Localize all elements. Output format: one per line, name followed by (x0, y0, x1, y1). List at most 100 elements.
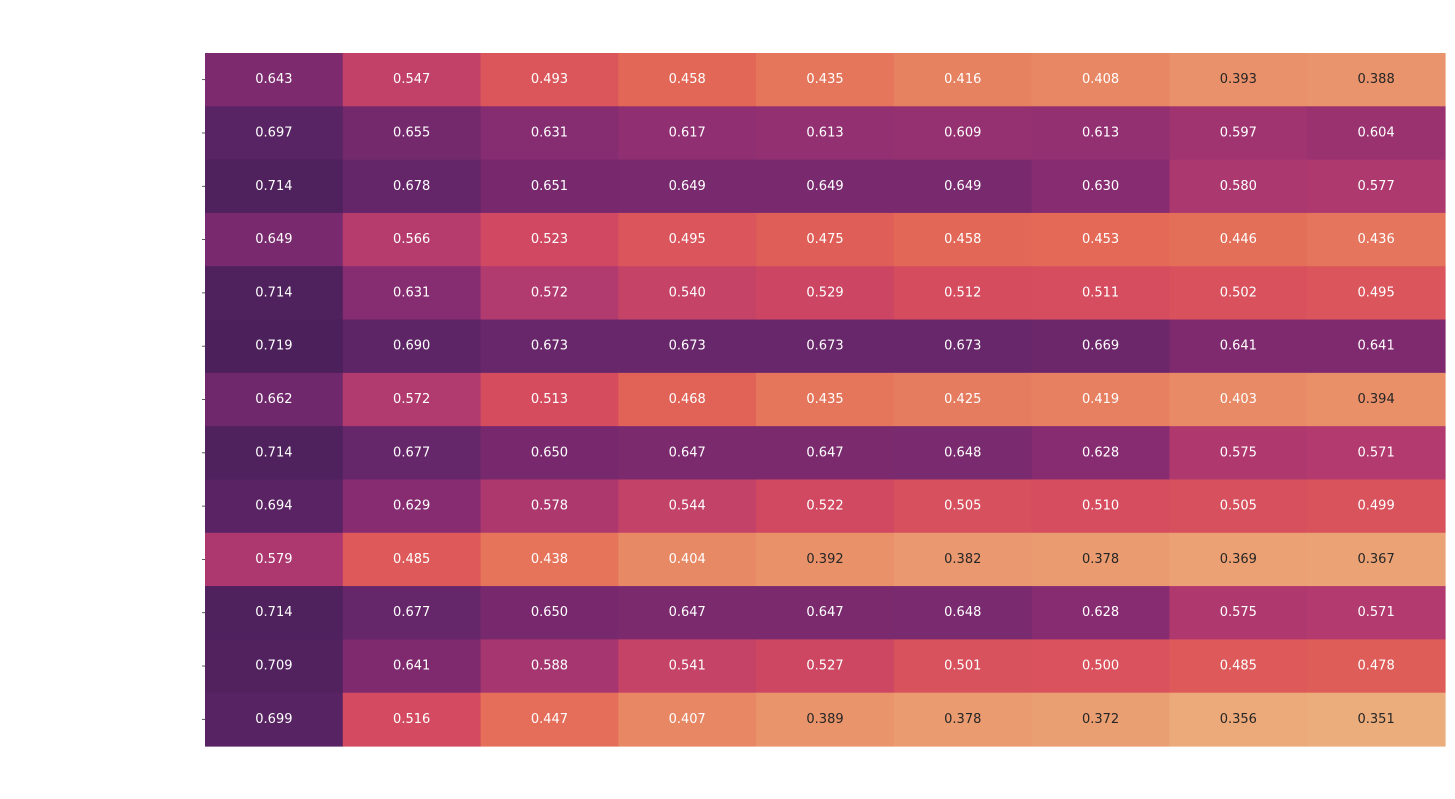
heatmap-cell (1307, 53, 1446, 107)
cell-label: 0.541 (669, 659, 706, 674)
heatmap-cell (342, 692, 482, 747)
heatmap-cell (756, 159, 895, 214)
heatmap-cell (1031, 639, 1171, 694)
cell-label: 0.650 (531, 605, 568, 620)
cell-label: 0.649 (255, 232, 292, 247)
cell-label: 0.647 (806, 605, 843, 620)
cell-label: 0.416 (944, 72, 981, 87)
heatmap-cell (342, 159, 482, 214)
cell-label: 0.511 (1082, 285, 1119, 300)
cell-label: 0.673 (531, 339, 568, 354)
cell-label: 0.677 (393, 605, 430, 620)
heatmap-cell (756, 639, 895, 694)
cell-label: 0.699 (255, 712, 292, 727)
cell-label: 0.544 (669, 499, 706, 514)
cell-label: 0.641 (393, 659, 430, 674)
cell-label: 0.650 (531, 445, 568, 460)
heatmap-cell (756, 532, 895, 587)
heatmap-cell (1307, 426, 1446, 481)
heatmap-cell (756, 319, 895, 374)
heatmap-cell (205, 639, 344, 694)
cell-label: 0.453 (1082, 232, 1119, 247)
heatmap-cell (1031, 53, 1171, 107)
heatmap-cell (205, 212, 344, 267)
heatmap-cell (1031, 692, 1171, 747)
heatmap-cell (1169, 106, 1308, 161)
heatmap-cell (756, 692, 895, 747)
heatmap-cell (1307, 266, 1446, 321)
heatmap-cell (893, 479, 1033, 534)
cell-label: 0.631 (393, 285, 430, 300)
cell-label: 0.505 (1220, 499, 1257, 514)
cell-label: 0.435 (806, 392, 843, 407)
cell-label: 0.719 (255, 339, 292, 354)
heatmap-cell (1169, 212, 1308, 267)
cell-label: 0.628 (1082, 445, 1119, 460)
heatmap-cell (618, 426, 757, 481)
cell-label: 0.392 (806, 552, 843, 567)
heatmap-cell (342, 212, 482, 267)
heatmap-cell (1169, 479, 1308, 534)
heatmap-cell (342, 372, 482, 427)
cell-label: 0.655 (393, 125, 430, 140)
heatmap-cell (1031, 372, 1171, 427)
heatmap-cell (893, 319, 1033, 374)
cell-label: 0.500 (1082, 659, 1119, 674)
heatmap-cell (1169, 53, 1308, 107)
heatmap-cell (1169, 532, 1308, 587)
cell-label: 0.714 (255, 285, 292, 300)
heatmap-cell (480, 372, 619, 427)
heatmap-cell (1031, 106, 1171, 161)
heatmap-cell (1031, 266, 1171, 321)
cell-label: 0.372 (1082, 712, 1119, 727)
cell-label: 0.673 (669, 339, 706, 354)
heatmap-cell (342, 479, 482, 534)
heatmap-cell (1307, 586, 1446, 640)
cell-label: 0.714 (255, 179, 292, 194)
heatmap-cell (1169, 159, 1308, 214)
heatmap-cell (618, 372, 757, 427)
heatmap-cell (205, 532, 344, 587)
heatmap-cell (893, 426, 1033, 481)
cell-label: 0.475 (806, 232, 843, 247)
heatmap-cell (1031, 319, 1171, 374)
heatmap-cell (480, 586, 619, 640)
cell-label: 0.495 (669, 232, 706, 247)
cell-label: 0.714 (255, 605, 292, 620)
cell-label: 0.643 (255, 72, 292, 87)
heatmap-cell (618, 692, 757, 747)
heatmap-cell (205, 372, 344, 427)
heatmap-cell (1031, 426, 1171, 481)
heatmap-cell (205, 266, 344, 321)
heatmap-cell (1031, 212, 1171, 267)
cell-label: 0.714 (255, 445, 292, 460)
cell-label: 0.485 (393, 552, 430, 567)
cell-label: 0.369 (1220, 552, 1257, 567)
cell-label: 0.458 (669, 72, 706, 87)
heatmap-cell (480, 639, 619, 694)
cell-label: 0.378 (1082, 552, 1119, 567)
cell-label: 0.579 (255, 552, 292, 567)
cell-label: 0.609 (944, 125, 981, 140)
cell-label: 0.578 (531, 499, 568, 514)
heatmap-cell (893, 372, 1033, 427)
cell-label: 0.571 (1358, 445, 1395, 460)
heatmap-cell (1169, 586, 1308, 640)
cell-label: 0.604 (1358, 125, 1395, 140)
heatmap-cell (205, 426, 344, 481)
heatmap-cell (1307, 159, 1446, 214)
heatmap-cell (1031, 532, 1171, 587)
heatmap-cell (1031, 586, 1171, 640)
cell-label: 0.523 (531, 232, 568, 247)
cell-label: 0.649 (806, 179, 843, 194)
heatmap-cell (1169, 692, 1308, 747)
heatmap-cell (618, 266, 757, 321)
cell-label: 0.478 (1358, 659, 1395, 674)
cell-label: 0.407 (669, 712, 706, 727)
heatmap-cell (893, 53, 1033, 107)
cell-label: 0.572 (531, 285, 568, 300)
cell-label: 0.697 (255, 125, 292, 140)
heatmap-cell (205, 106, 344, 161)
heatmap-cell (1169, 266, 1308, 321)
heatmap-cell (618, 212, 757, 267)
